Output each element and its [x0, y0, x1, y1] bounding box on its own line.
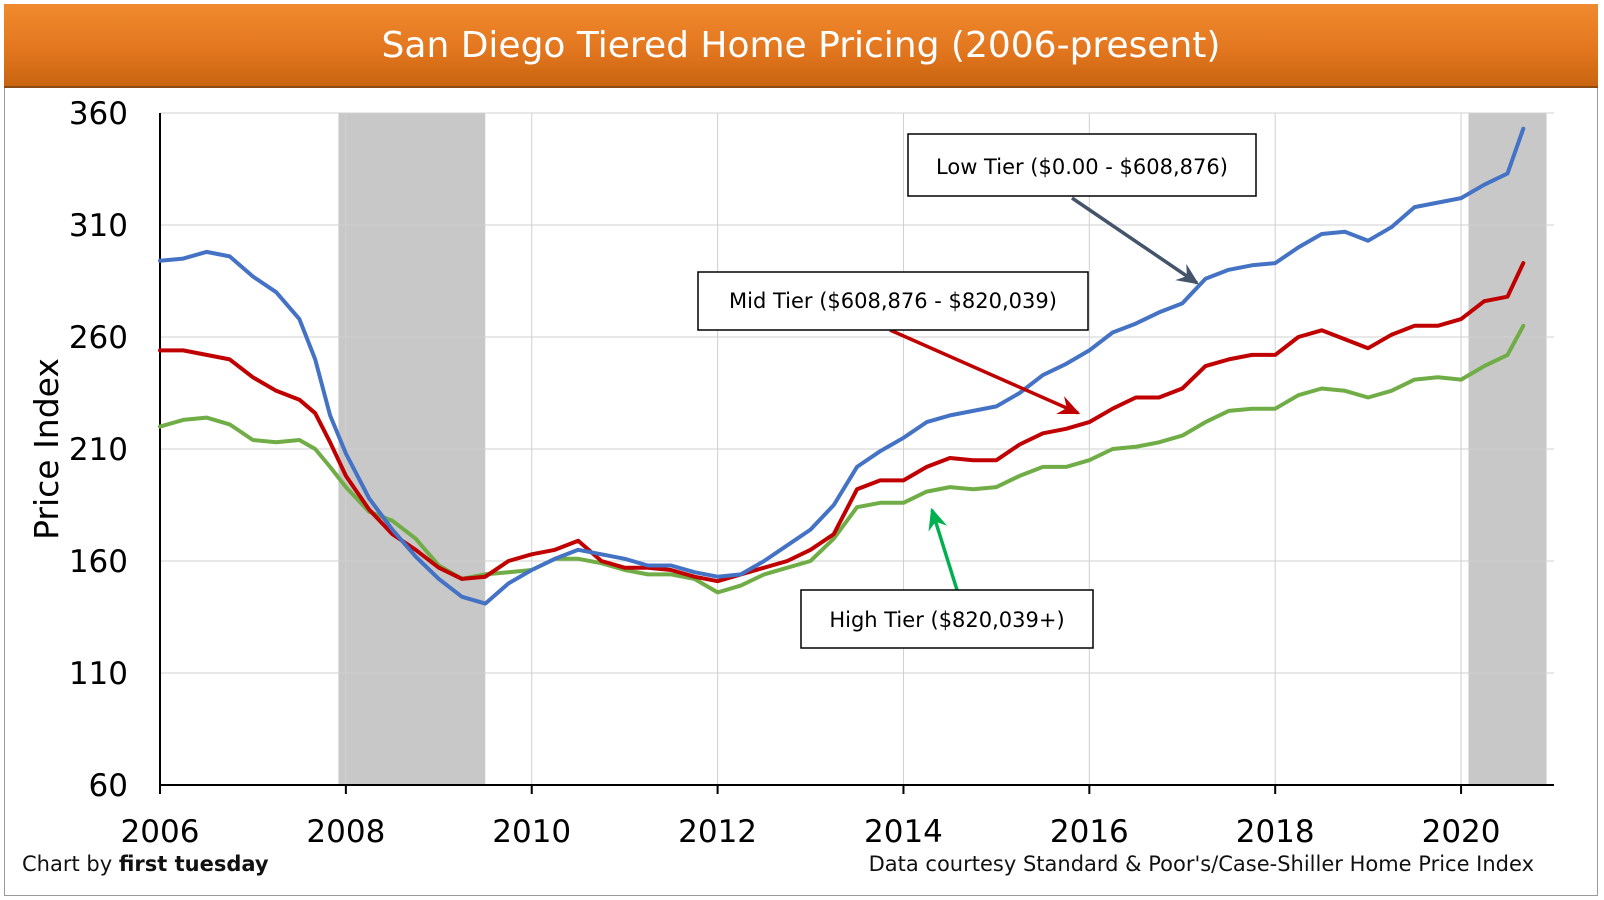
- x-tick-label: 2016: [1050, 814, 1129, 850]
- annotation-arrow-mid: [889, 328, 1081, 415]
- data-source: Data courtesy Standard & Poor's/Case-Shi…: [868, 852, 1534, 876]
- chart-frame: [4, 4, 1598, 896]
- annotation-box-mid: [697, 271, 1089, 331]
- credit-prefix: Chart by: [22, 852, 113, 876]
- x-tick-label: 2006: [121, 814, 200, 850]
- annotation-box-low: [907, 133, 1257, 197]
- y-tick-label: 260: [69, 320, 128, 356]
- y-tick-label: 160: [69, 544, 128, 580]
- x-tick-label: 2018: [1236, 814, 1315, 850]
- x-tick-label: 2020: [1422, 814, 1501, 850]
- annotation-arrow-low: [1071, 196, 1200, 285]
- credit-brand: first tuesday: [118, 852, 269, 876]
- annotation-box-high: [800, 589, 1094, 649]
- y-tick-label: 210: [69, 432, 128, 468]
- x-tick-label: 2010: [492, 814, 571, 850]
- x-tick-label: 2012: [678, 814, 757, 850]
- series-line-low: [158, 126, 1526, 606]
- annotation-label-high: High Tier ($820,039+): [829, 608, 1064, 632]
- x-tick-label: 2008: [306, 814, 385, 850]
- y-tick-label: 60: [89, 768, 128, 804]
- y-axis-title: Price Index: [27, 358, 66, 540]
- series-line-mid: [158, 261, 1526, 584]
- title-bar: San Diego Tiered Home Pricing (2006-pres…: [4, 4, 1598, 88]
- annotation-arrow-high: [928, 507, 959, 591]
- chart-title: San Diego Tiered Home Pricing (2006-pres…: [381, 24, 1221, 66]
- y-tick-label: 110: [69, 656, 128, 692]
- y-tick-label: 360: [69, 96, 128, 132]
- y-tick-label: 310: [69, 208, 128, 244]
- annotation-label-mid: Mid Tier ($608,876 - $820,039): [729, 289, 1057, 313]
- x-tick-label: 2014: [864, 814, 943, 850]
- annotation-label-low: Low Tier ($0.00 - $608,876): [936, 155, 1228, 179]
- chart-credit: Chart by first tuesday: [22, 852, 269, 876]
